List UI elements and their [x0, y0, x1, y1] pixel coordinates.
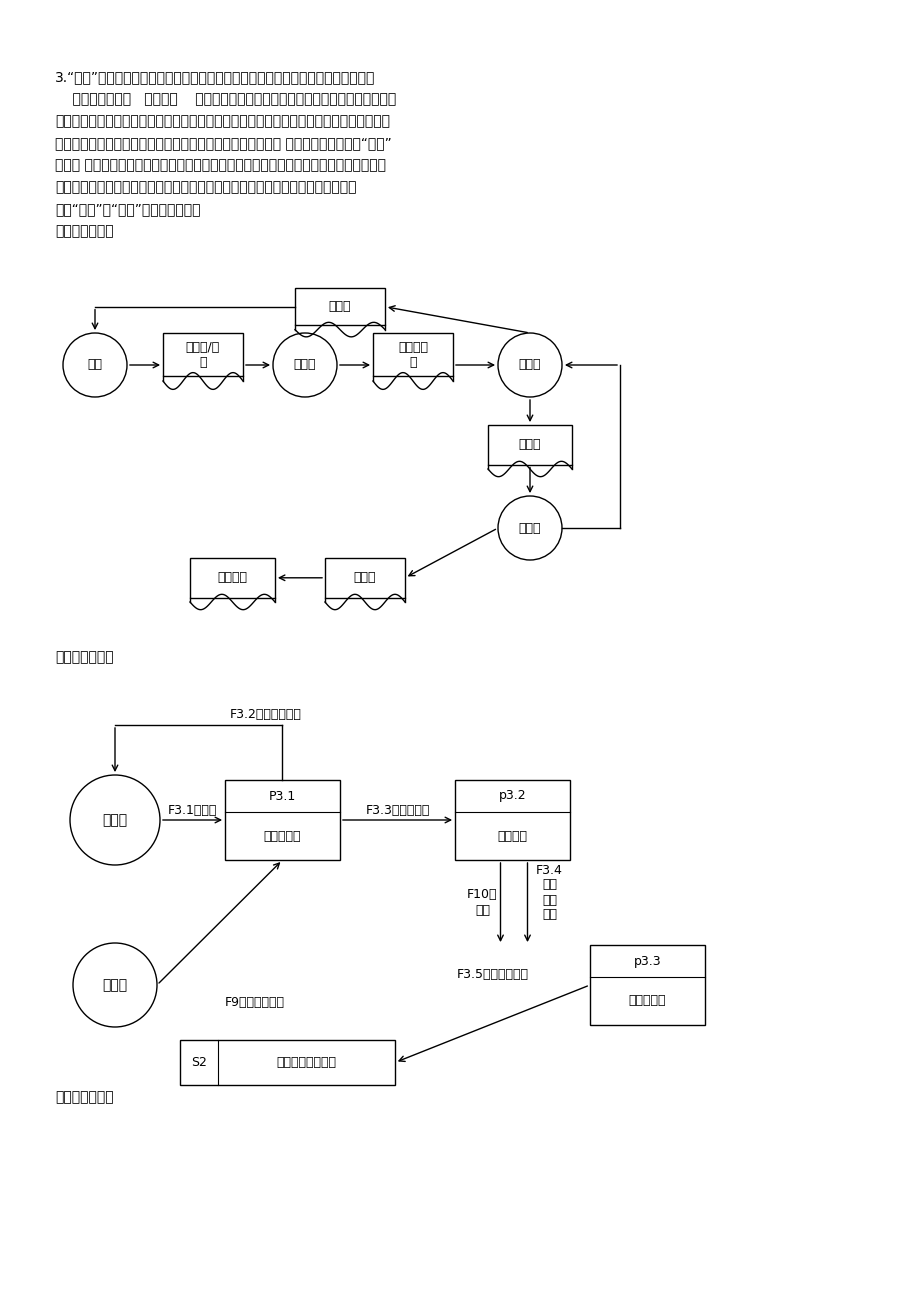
Text: 3.“进书”主要指新书的验收、分类编号、填写、审核、入库。主要过程：书商将选购: 3.“进书”主要指新书的验收、分类编号、填写、审核、入库。主要过程：书商将选购 — [55, 70, 375, 85]
Text: 入库单处理: 入库单处理 — [628, 995, 665, 1008]
Text: 画出“进书”和“售书”的数据流程图。: 画出“进书”和“售书”的数据流程图。 — [55, 202, 200, 216]
Text: 进书业务流程：: 进书业务流程： — [55, 224, 114, 238]
Text: 入库台帐: 入库台帐 — [217, 572, 247, 585]
Text: 采购员: 采购员 — [293, 358, 316, 371]
Text: F10入
库单: F10入 库单 — [467, 888, 497, 917]
Text: 入库单: 入库单 — [518, 439, 540, 452]
Bar — [295, 288, 384, 326]
Text: 库管员验收入库单和新书，假如合格就入库，并更新入库台帐 假如不合格就退回。“售书”: 库管员验收入库单和新书，假如合格就入库，并更新入库台帐 假如不合格就退回。“售书… — [55, 135, 391, 150]
Bar — [487, 424, 572, 465]
Bar — [455, 780, 570, 861]
Bar — [225, 780, 340, 861]
Bar — [372, 333, 452, 376]
Text: F3.4
不合
格入
库单: F3.4 不合 格入 库单 — [536, 863, 562, 922]
Text: 入库单: 入库单 — [354, 572, 376, 585]
Bar — [180, 1040, 394, 1085]
Bar — [163, 333, 243, 376]
Text: 库管员: 库管员 — [518, 522, 540, 535]
Text: 书商: 书商 — [87, 358, 102, 371]
Text: 的流程 顾客选定书籍后，收銀员进行收费和开收费单，并更新销售台帐。顾客凭收费单可: 的流程 顾客选定书籍后，收銀员进行收费和开收费单，并更新销售台帐。顾客凭收费单可 — [55, 158, 386, 172]
Text: 进书数据流程：: 进书数据流程： — [55, 650, 114, 664]
Text: 单和新书送选购   员；选购    员验收，假如不合格就退回，合格就送编目员；编目员: 单和新书送选购 员；选购 员验收，假如不合格就退回，合格就送编目员；编目员 — [55, 92, 396, 105]
Text: 售书业务流程：: 售书业务流程： — [55, 1090, 114, 1104]
Text: 供应商: 供应商 — [102, 812, 128, 827]
Text: F3.5合格入库清单: F3.5合格入库清单 — [456, 969, 528, 982]
Text: 编目员: 编目员 — [518, 358, 540, 371]
Text: F3.2不合格采购单: F3.2不合格采购单 — [230, 708, 301, 721]
Text: 采购单审核: 采购单审核 — [264, 829, 301, 842]
Text: 以将图书带离书店，书店保安审核合格后，放行，否则将让顾客到收銀员处缴费。: 以将图书带离书店，书店保安审核合格后，放行，否则将让顾客到收銀员处缴费。 — [55, 180, 357, 194]
Bar — [190, 559, 275, 598]
Text: S2: S2 — [191, 1056, 207, 1069]
Text: 合格新图
书: 合格新图 书 — [398, 341, 427, 368]
Text: 编目处理: 编目处理 — [497, 829, 527, 842]
Text: P3.1: P3.1 — [268, 789, 296, 802]
Text: 管理员: 管理员 — [102, 978, 128, 992]
Bar — [324, 559, 404, 598]
Text: p3.3: p3.3 — [633, 954, 661, 967]
Text: F3.1采购单: F3.1采购单 — [167, 803, 217, 816]
Bar — [589, 945, 704, 1025]
Text: 依据国家标准进行的分类编号，填写包括书名，书号，作者、出版社等基本信息的入库单；: 依据国家标准进行的分类编号，填写包括书名，书号，作者、出版社等基本信息的入库单； — [55, 115, 390, 128]
Text: 图书库存情况存档: 图书库存情况存档 — [277, 1056, 336, 1069]
Text: 采购单/新
书: 采购单/新 书 — [186, 341, 220, 368]
Text: p3.2: p3.2 — [498, 789, 526, 802]
Text: F9入库够书清单: F9入库够书清单 — [225, 996, 285, 1009]
Text: F3.3合格采购单: F3.3合格采购单 — [365, 803, 429, 816]
Text: 退书单: 退书单 — [328, 301, 351, 314]
